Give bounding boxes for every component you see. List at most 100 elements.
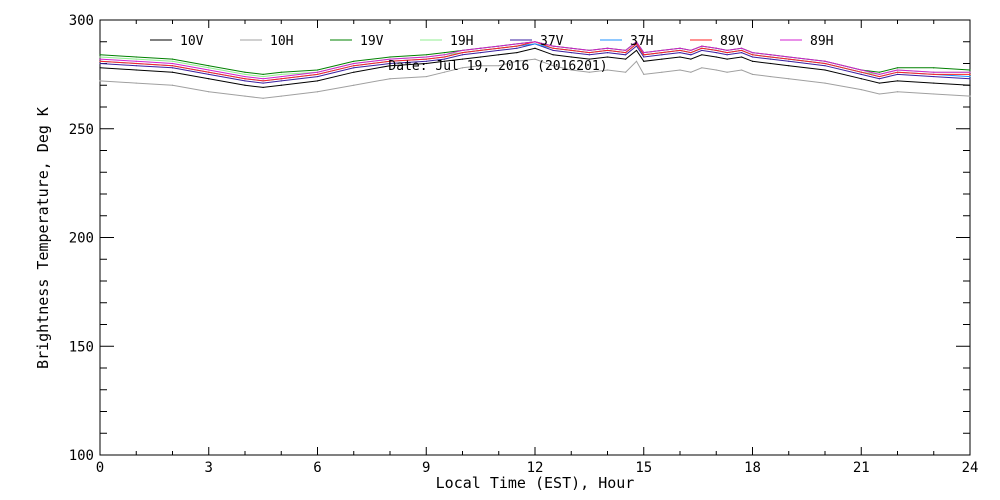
- data-point-89v: [353, 65, 355, 67]
- data-point-37v: [741, 52, 743, 54]
- data-point-10v: [788, 65, 790, 67]
- data-point-89v: [690, 52, 692, 54]
- data-point-89h: [860, 69, 862, 71]
- data-point-10h: [570, 69, 572, 71]
- data-point-89h: [606, 47, 609, 49]
- data-point-37v: [679, 52, 681, 54]
- y-tick-label: 100: [69, 448, 94, 464]
- data-point-89v: [316, 73, 319, 75]
- data-point-89v: [860, 71, 862, 73]
- data-point-89v: [171, 65, 174, 67]
- data-point-10h: [643, 73, 645, 75]
- data-point-37v: [135, 65, 137, 67]
- data-point-89v: [516, 45, 518, 47]
- data-point-10v: [751, 60, 754, 62]
- data-point-10v: [480, 56, 482, 58]
- data-point-89h: [588, 49, 590, 52]
- data-point-37v: [443, 58, 445, 60]
- x-tick-label: 24: [962, 460, 979, 476]
- data-point-37v: [498, 49, 500, 52]
- data-point-89v: [701, 47, 703, 49]
- data-point-19v: [316, 69, 319, 71]
- data-point-37v: [99, 62, 101, 65]
- data-point-10v: [316, 80, 319, 82]
- legend-label-10v: 10V: [180, 34, 204, 49]
- data-point-10h: [878, 93, 880, 95]
- axis-ticks: 0 3 6 9 12 15 18 21 24 100 150 200 250 300: [69, 13, 979, 476]
- data-point-37v: [244, 80, 246, 82]
- data-point-10h: [443, 71, 445, 73]
- data-point-89v: [389, 60, 391, 62]
- data-point-89h: [316, 71, 319, 73]
- data-point-37v: [824, 65, 826, 67]
- data-point-37v: [606, 52, 609, 54]
- data-point-10v: [280, 84, 282, 86]
- data-point-89v: [461, 52, 464, 54]
- data-point-37v: [896, 73, 899, 75]
- data-point-10v: [635, 49, 638, 52]
- data-point-89v: [824, 62, 826, 65]
- data-point-19h: [99, 56, 101, 58]
- data-point-19h: [262, 75, 264, 78]
- data-point-37v: [690, 54, 692, 56]
- data-point-89v: [498, 47, 500, 49]
- data-point-10v: [552, 54, 554, 56]
- data-point-89h: [741, 47, 743, 49]
- data-point-37v: [552, 49, 554, 52]
- data-point-37v: [280, 80, 282, 82]
- data-point-10h: [135, 82, 137, 84]
- data-point-89v: [425, 58, 427, 60]
- data-point-19v: [244, 71, 246, 73]
- data-point-37h: [969, 75, 971, 78]
- data-point-10h: [461, 67, 464, 69]
- data-point-10v: [896, 80, 899, 82]
- data-point-10v: [969, 84, 971, 86]
- data-point-89v: [135, 62, 137, 65]
- data-point-10v: [726, 58, 728, 60]
- data-point-19v: [353, 60, 355, 62]
- data-point-10v: [171, 71, 174, 73]
- data-point-89v: [878, 75, 880, 78]
- data-point-10h: [316, 91, 319, 93]
- data-point-10h: [244, 95, 246, 97]
- data-point-10v: [353, 71, 355, 73]
- data-point-37h: [534, 43, 536, 45]
- data-point-89h: [552, 45, 554, 47]
- data-point-89h: [534, 41, 536, 43]
- data-point-89v: [933, 73, 935, 75]
- y-tick-label: 300: [69, 13, 94, 29]
- data-point-10h: [860, 89, 862, 91]
- data-point-10h: [208, 91, 210, 93]
- data-point-89h: [244, 75, 246, 78]
- data-point-89v: [679, 49, 681, 52]
- chart-annotation: Date: Jul 19, 2016 (2016201): [388, 59, 607, 74]
- data-point-89v: [552, 47, 554, 49]
- data-point-19v: [135, 56, 137, 58]
- x-tick-label: 9: [422, 460, 430, 476]
- data-point-10v: [770, 62, 772, 65]
- data-point-10v: [588, 58, 590, 60]
- data-point-37v: [588, 54, 590, 56]
- data-point-89v: [969, 73, 971, 75]
- data-point-89h: [171, 62, 174, 65]
- data-point-89h: [99, 58, 101, 60]
- data-point-19h: [171, 60, 174, 62]
- data-point-10v: [244, 84, 246, 86]
- data-point-10h: [171, 84, 174, 86]
- x-tick-label: 21: [853, 460, 870, 476]
- data-point-89v: [588, 52, 590, 54]
- legend-label-37v: 37V: [540, 34, 564, 49]
- data-point-89h: [461, 49, 464, 52]
- data-point-37v: [480, 52, 482, 54]
- data-point-10v: [135, 69, 137, 71]
- data-point-89h: [625, 49, 627, 52]
- data-point-37v: [353, 67, 355, 69]
- data-point-10h: [824, 82, 826, 84]
- data-point-10h: [679, 69, 681, 71]
- data-point-89h: [690, 49, 692, 52]
- data-point-37v: [461, 54, 464, 56]
- data-point-10h: [262, 97, 264, 99]
- data-point-89v: [770, 56, 772, 58]
- data-point-37v: [788, 60, 790, 62]
- legend: 10V 10H 19V 19H 37V 37H 89V 89H: [150, 34, 833, 49]
